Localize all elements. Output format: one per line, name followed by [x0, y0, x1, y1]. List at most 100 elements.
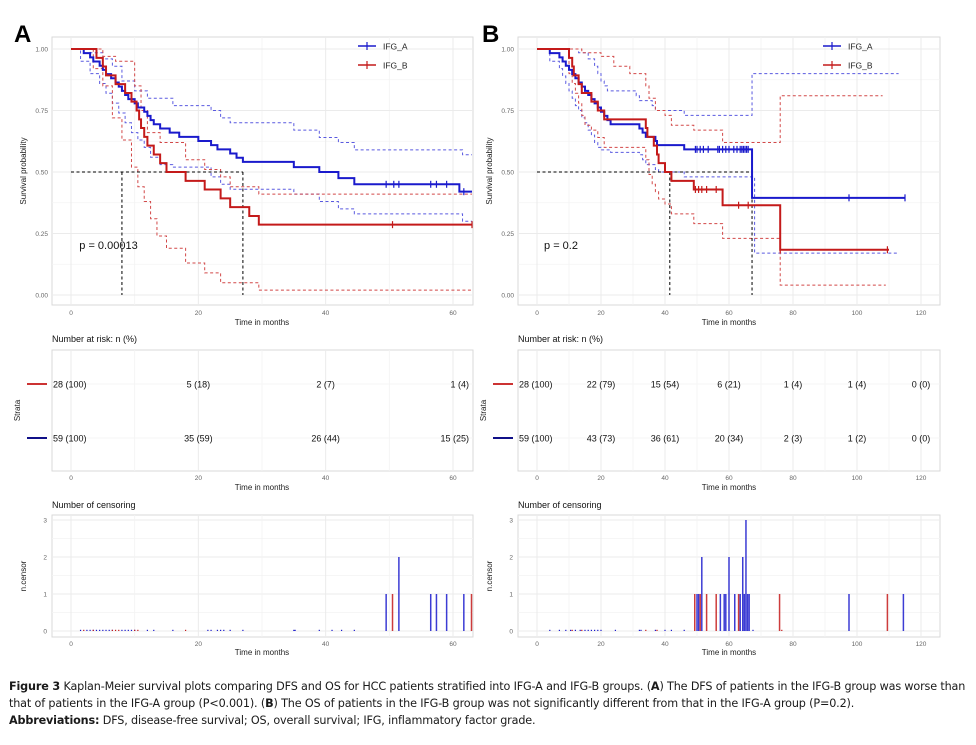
- x-tick-label: 80: [789, 310, 797, 317]
- risk-count: 1 (2): [848, 434, 867, 444]
- risk-count: 43 (73): [587, 434, 616, 444]
- legend-label-ifg-b: IFG_B: [848, 61, 873, 71]
- risk-count: 5 (18): [187, 380, 211, 390]
- censoring-y-tick-label: 1: [43, 592, 47, 599]
- risk-count: 35 (59): [184, 434, 213, 444]
- risk-table-frame: [51, 349, 474, 472]
- ci-upper-ifg-a: [71, 48, 472, 156]
- caption-line-1: Figure 3 Kaplan-Meier survival plots com…: [9, 678, 969, 712]
- censoring-x-axis-label: Time in months: [702, 648, 756, 657]
- risk-count: 20 (34): [715, 434, 744, 444]
- risk-count: 1 (4): [784, 380, 803, 390]
- survival-plot: 0.00 0.25 0.50 0.75 1.00 0 20 40 60 Time in month…: [19, 36, 474, 327]
- caption-text-2: ) The OS of patients in the IFG-B group …: [273, 697, 855, 711]
- x-tick-label: 0: [535, 310, 539, 317]
- risk-x-tick-label: 120: [916, 475, 927, 482]
- censoring-x-axis-label: Time in months: [235, 648, 289, 657]
- risk-count: 2 (3): [784, 434, 803, 444]
- caption-text-1b: ) The DFS of patients in the IFG-B group…: [9, 680, 966, 711]
- risk-y-axis-label: Strata: [13, 399, 22, 421]
- risk-count: 59 (100): [519, 434, 553, 444]
- risk-count: 28 (100): [53, 380, 87, 390]
- risk-count: 0 (0): [912, 434, 931, 444]
- risk-count: 28 (100): [519, 380, 553, 390]
- censoring-x-tick-label: 0: [69, 641, 73, 648]
- legend-label-ifg-b: IFG_B: [383, 61, 408, 71]
- survival-plot: 0.00 0.25 0.50 0.75 1.00 0 20 40 60 80 100 120 Time …: [485, 36, 941, 327]
- y-tick-label: 0.75: [35, 108, 48, 115]
- x-tick-label: 100: [852, 310, 863, 317]
- risk-count: 6 (21): [717, 380, 741, 390]
- survival-curve-ifg-b: [71, 48, 472, 226]
- risk-x-tick-label: 60: [725, 475, 733, 482]
- risk-x-tick-label: 100: [852, 475, 863, 482]
- risk-count: 15 (25): [440, 434, 469, 444]
- risk-x-tick-label: 40: [322, 475, 330, 482]
- censoring-y-tick-label: 2: [509, 555, 513, 562]
- x-axis-label: Time in months: [235, 318, 289, 327]
- abbreviations-label: Abbreviations:: [9, 714, 100, 728]
- figure-caption: Figure 3 Kaplan-Meier survival plots com…: [9, 678, 969, 730]
- x-tick-label: 60: [725, 310, 733, 317]
- ci-upper-ifg-b: [71, 48, 472, 195]
- ci-upper-ifg-a: [537, 48, 899, 116]
- censoring-y-tick-label: 1: [509, 592, 513, 599]
- risk-count: 22 (79): [587, 380, 616, 390]
- panel-b: B0.000.250.500.751.000 20 40 60 80 100 120Time…: [479, 21, 941, 657]
- y-tick-label: 0.50: [501, 170, 514, 177]
- caption-panel-b-ref: B: [265, 697, 274, 711]
- censoring-y-tick-label: 3: [43, 518, 47, 525]
- censoring-frame: [51, 514, 474, 638]
- p-value-label: p = 0.00013: [79, 240, 137, 252]
- y-tick-label: 0.00: [35, 293, 48, 300]
- risk-count: 26 (44): [311, 434, 340, 444]
- y-tick-label: 0.25: [35, 231, 48, 238]
- p-value-label: p = 0.2: [544, 240, 578, 252]
- y-axis-label: Survival probability: [485, 137, 494, 204]
- risk-table: Number at risk: n (%) 0 20 40 60 80 100 120 28 (…: [479, 334, 941, 492]
- censoring-plot: Number of censoring 0 1 2 3 0 20 40 60 80 100 120 n.…: [485, 500, 941, 657]
- risk-x-tick-label: 40: [661, 475, 669, 482]
- y-tick-label: 0.25: [501, 231, 514, 238]
- risk-x-tick-label: 20: [597, 475, 605, 482]
- censoring-y-axis-label: n.censor: [19, 560, 28, 591]
- censoring-y-tick-label: 0: [509, 629, 513, 636]
- x-tick-label: 60: [449, 310, 457, 317]
- risk-x-axis-label: Time in months: [702, 483, 756, 492]
- risk-x-tick-label: 20: [195, 475, 203, 482]
- y-tick-label: 1.00: [501, 47, 514, 54]
- risk-y-axis-label: Strata: [479, 399, 488, 421]
- x-tick-label: 120: [916, 310, 927, 317]
- risk-table: Number at risk: n (%) 0 20 40 60 28 (100) 5 (1…: [13, 334, 474, 492]
- censoring-x-tick-label: 0: [535, 641, 539, 648]
- ci-lower-ifg-a: [537, 48, 899, 254]
- ci-lower-ifg-b: [537, 48, 886, 286]
- censoring-x-tick-label: 120: [916, 641, 927, 648]
- ci-lower-ifg-b: [71, 48, 472, 291]
- y-axis-label: Survival probability: [19, 137, 28, 204]
- risk-count: 36 (61): [651, 434, 680, 444]
- risk-count: 2 (7): [316, 380, 335, 390]
- survival-curve-ifg-b: [537, 48, 889, 251]
- censoring-x-tick-label: 60: [449, 641, 457, 648]
- censoring-y-tick-label: 0: [43, 629, 47, 636]
- risk-x-tick-label: 60: [449, 475, 457, 482]
- risk-x-tick-label: 0: [69, 475, 73, 482]
- censoring-x-tick-label: 20: [597, 641, 605, 648]
- abbreviations-text: DFS, disease-free survival; OS, overall …: [99, 714, 536, 728]
- panel-letter: B: [482, 21, 499, 48]
- x-tick-label: 40: [322, 310, 330, 317]
- censoring-x-tick-label: 100: [852, 641, 863, 648]
- censoring-y-tick-label: 2: [43, 555, 47, 562]
- censoring-x-tick-label: 60: [725, 641, 733, 648]
- censoring-x-tick-label: 80: [789, 641, 797, 648]
- x-tick-label: 0: [69, 310, 73, 317]
- risk-count: 59 (100): [53, 434, 87, 444]
- risk-count: 1 (4): [848, 380, 867, 390]
- y-tick-label: 0.00: [501, 293, 514, 300]
- ci-lower-ifg-a: [71, 48, 472, 222]
- risk-x-tick-label: 80: [789, 475, 797, 482]
- censoring-x-tick-label: 40: [322, 641, 330, 648]
